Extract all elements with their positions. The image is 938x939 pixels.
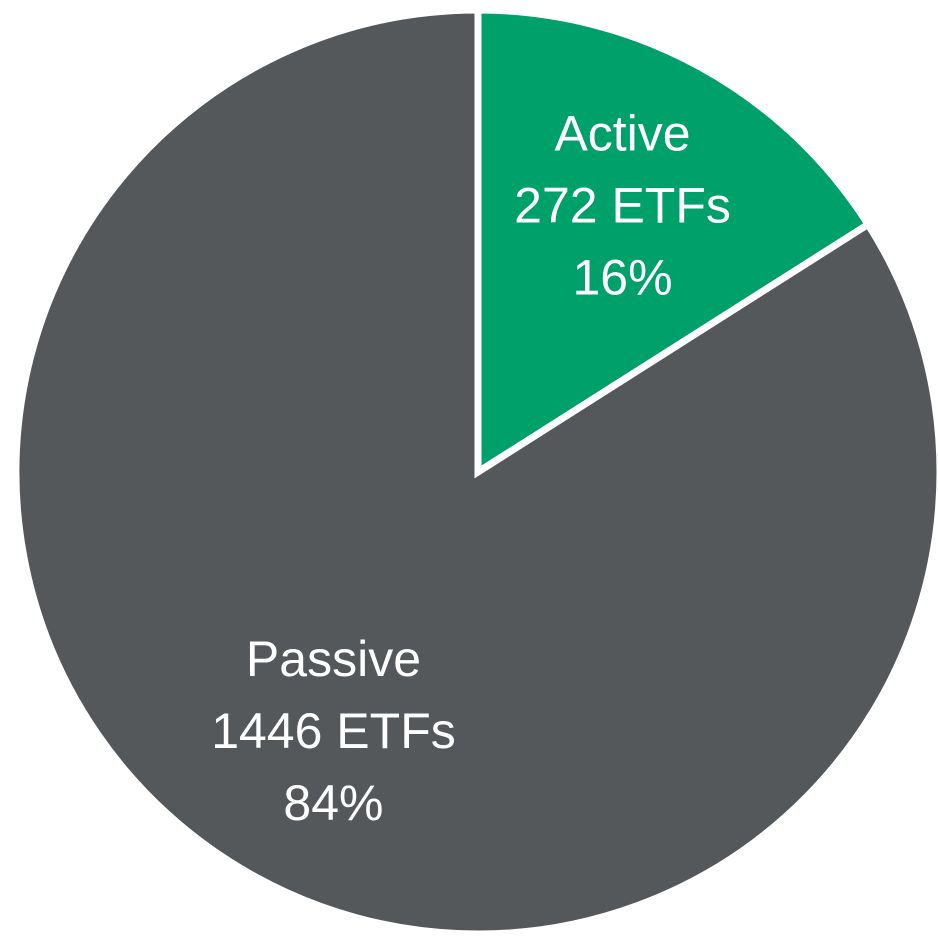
slice-annotation: 272 ETFs xyxy=(514,177,731,233)
slice-value-label: 16% xyxy=(572,249,672,305)
slice-value-label: 84% xyxy=(283,775,383,831)
pie-slice xyxy=(474,6,873,479)
slice-annotation: 1446 ETFs xyxy=(211,703,456,759)
pie-slice xyxy=(12,6,938,938)
slice-label: Passive xyxy=(246,631,421,687)
slice-label: Active xyxy=(554,105,690,161)
